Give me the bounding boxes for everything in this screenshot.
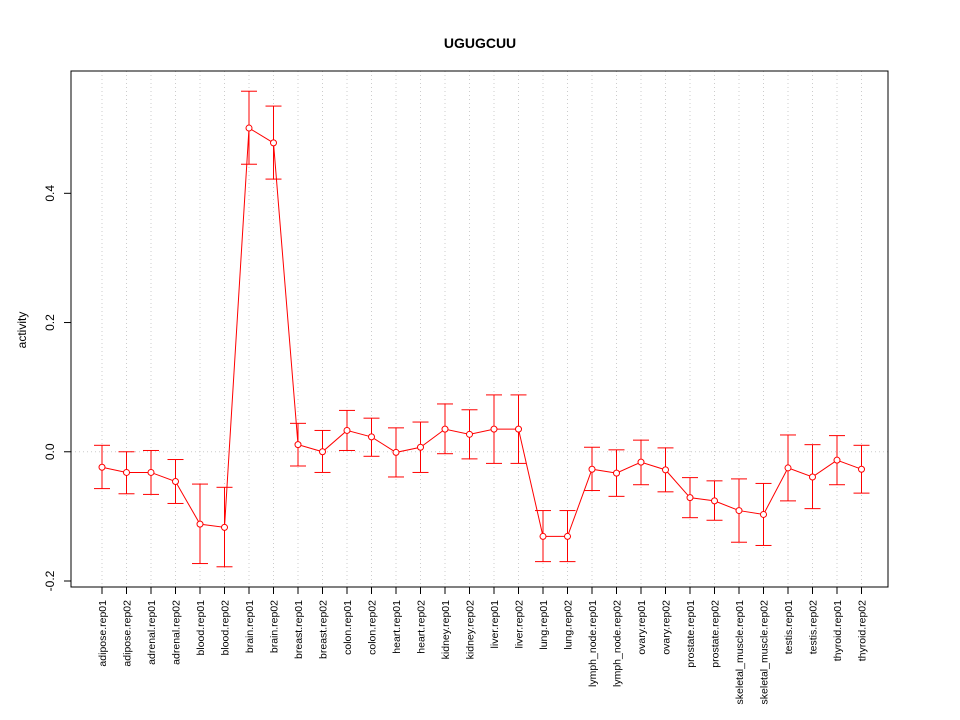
data-point <box>245 124 253 132</box>
y-tick-label: 0.2 <box>43 314 57 331</box>
x-tick-label: adrenal.rep02 <box>171 600 183 665</box>
data-point <box>196 520 204 528</box>
data-point <box>564 532 571 540</box>
x-tick-label: colon.rep01 <box>342 600 354 655</box>
x-tick-label: adipose.rep02 <box>122 600 134 667</box>
y-tick-label: 0.0 <box>43 443 57 460</box>
x-tick-label: brain.rep02 <box>269 600 281 653</box>
data-point <box>784 464 792 472</box>
x-tick-label: kidney.rep01 <box>440 600 452 660</box>
data-point <box>466 430 473 438</box>
x-tick-label: heart.rep02 <box>416 600 428 654</box>
data-point <box>613 469 620 477</box>
y-tick-label: 0.4 <box>43 185 57 202</box>
x-tick-label: lymph_node.rep01 <box>587 600 599 687</box>
x-tick-label: colon.rep02 <box>367 600 379 655</box>
data-point <box>858 465 865 473</box>
data-point <box>588 465 596 473</box>
x-tick-label: blood.rep01 <box>195 600 207 656</box>
data-point <box>637 458 645 466</box>
data-points <box>98 124 865 540</box>
x-tick-label: thyroid.rep01 <box>832 600 844 661</box>
data-point <box>539 532 547 540</box>
data-point <box>123 468 130 476</box>
data-point <box>172 477 179 485</box>
x-tick-label: breast.rep01 <box>293 600 305 659</box>
data-point <box>343 426 351 434</box>
x-tick-label: adrenal.rep01 <box>146 600 158 665</box>
x-tick-label: testis.rep01 <box>783 600 795 654</box>
data-point <box>711 497 718 505</box>
x-tick-label: breast.rep02 <box>318 600 330 659</box>
data-point <box>368 433 375 441</box>
y-axis-label: activity <box>15 312 29 349</box>
x-tick-label: adipose.rep01 <box>97 600 109 667</box>
x-tick-label: lymph_node.rep02 <box>612 600 624 687</box>
x-tick-label: kidney.rep02 <box>465 600 477 660</box>
grid-lines <box>71 71 888 587</box>
plot-frame <box>70 70 889 588</box>
x-tick-label: heart.rep01 <box>391 600 403 654</box>
error-bars <box>94 90 870 568</box>
x-tick-label: liver.rep02 <box>514 600 526 649</box>
data-point <box>417 443 424 451</box>
chart-title: UGUGCUU <box>444 35 516 51</box>
data-point <box>515 425 522 433</box>
x-tick-label: lung.rep01 <box>538 600 550 650</box>
y-axis: -0.2 0.0 0.2 0.4 <box>43 185 72 591</box>
x-tick-label: skeletal_muscle.rep02 <box>759 600 771 705</box>
y-tick-label: -0.2 <box>43 570 57 591</box>
data-point <box>735 507 743 515</box>
x-tick-label: liver.rep01 <box>489 600 501 649</box>
x-tick-label: blood.rep02 <box>220 600 232 656</box>
data-point <box>392 448 400 456</box>
x-tick-label: testis.rep02 <box>808 600 820 654</box>
data-point <box>319 448 326 456</box>
x-tick-label: ovary.rep01 <box>636 600 648 655</box>
x-tick-label: ovary.rep02 <box>661 600 673 655</box>
data-point <box>270 139 277 147</box>
x-axis: adipose.rep01 adipose.rep02 adrenal.rep01 a… <box>97 586 869 705</box>
x-tick-label: skeletal_muscle.rep01 <box>734 600 746 705</box>
data-point <box>833 456 841 464</box>
data-point <box>686 494 694 502</box>
x-tick-label: thyroid.rep02 <box>857 600 869 661</box>
data-point <box>294 441 302 449</box>
x-tick-label: lung.rep02 <box>563 600 575 650</box>
data-point <box>662 466 669 474</box>
data-point <box>490 425 498 433</box>
data-point <box>221 523 228 531</box>
data-point <box>441 425 449 433</box>
x-tick-label: prostate.rep01 <box>685 600 697 668</box>
x-tick-label: prostate.rep02 <box>710 600 722 668</box>
series-polyline <box>101 127 862 537</box>
series-line <box>101 127 862 537</box>
x-tick-label: brain.rep01 <box>244 600 256 653</box>
data-point <box>147 468 155 476</box>
data-point <box>98 463 106 471</box>
data-point <box>809 473 816 481</box>
data-point <box>760 510 767 518</box>
